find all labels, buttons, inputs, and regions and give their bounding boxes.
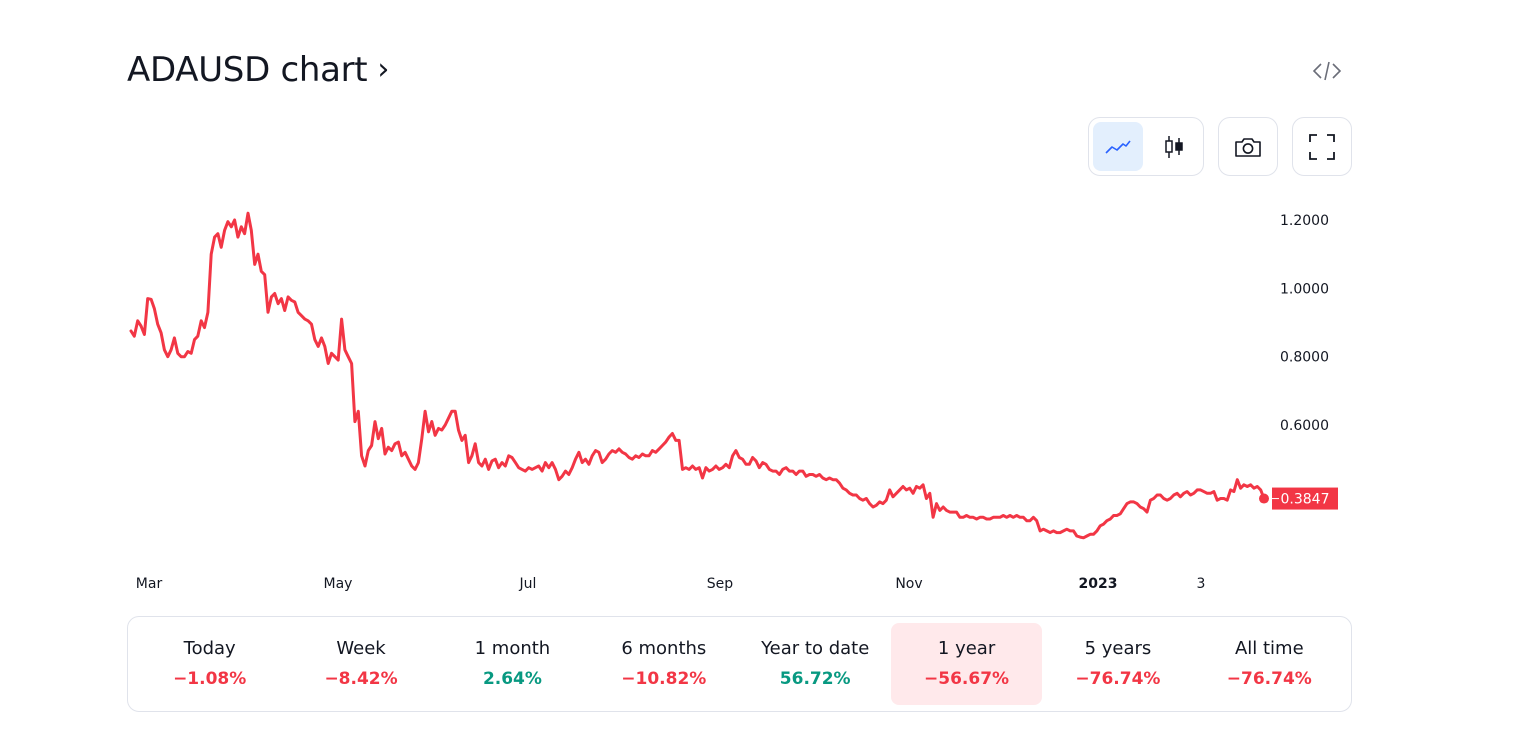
candlestick-icon bbox=[1165, 135, 1183, 158]
last-price-tag bbox=[1272, 487, 1338, 510]
period-label: Year to date bbox=[761, 638, 870, 659]
x-tick-label: 3 bbox=[1197, 576, 1206, 592]
y-tick-label: 0.6000 bbox=[1280, 418, 1329, 434]
period-tab-1-year[interactable]: 1 year −56.67% bbox=[890, 623, 1043, 705]
period-label: Today bbox=[183, 638, 236, 659]
candlestick-chart-button[interactable] bbox=[1149, 122, 1199, 171]
embed-code-button[interactable] bbox=[1308, 54, 1346, 88]
period-performance-bar: Today −1.08% Week −8.42% 1 month 2.64% 6 month… bbox=[127, 616, 1352, 712]
period-change-value: −76.74% bbox=[1226, 669, 1312, 689]
x-tick-label: May bbox=[324, 576, 353, 592]
page-title: ADAUSD chart bbox=[127, 50, 368, 90]
chevron-right-icon: › bbox=[377, 52, 390, 87]
fullscreen-icon bbox=[1309, 133, 1335, 160]
period-change-value: −1.08% bbox=[173, 669, 247, 689]
period-tab-today[interactable]: Today −1.08% bbox=[134, 623, 285, 705]
line-chart-button[interactable] bbox=[1093, 122, 1143, 171]
price-series-line bbox=[129, 211, 1266, 540]
x-tick-label: Sep bbox=[707, 576, 734, 592]
x-tick-label: Jul bbox=[519, 576, 537, 592]
period-tab-6-months[interactable]: 6 months −10.82% bbox=[588, 623, 739, 705]
line-chart-icon bbox=[1105, 140, 1131, 154]
price-chart[interactable]: 1.2000 1.0000 0.8000 0.6000 Mar May Jul Sep Nov 2… bbox=[0, 0, 1513, 610]
period-label: 6 months bbox=[621, 638, 707, 659]
chart-title-link[interactable]: ADAUSD chart › bbox=[127, 48, 389, 92]
x-tick-label: 2023 bbox=[1079, 576, 1118, 592]
screenshot-button[interactable] bbox=[1218, 117, 1278, 176]
period-change-value: −8.42% bbox=[324, 669, 398, 689]
period-tab-1-month[interactable]: 1 month 2.64% bbox=[437, 623, 588, 705]
period-change-value: −10.82% bbox=[621, 669, 707, 689]
period-label: Week bbox=[336, 638, 386, 659]
period-tab-year-to-date[interactable]: Year to date 56.72% bbox=[740, 623, 891, 705]
camera-icon bbox=[1235, 137, 1261, 157]
period-change-value: −56.67% bbox=[924, 669, 1010, 689]
y-tick-label: 1.0000 bbox=[1280, 281, 1329, 297]
y-tick-label: 0.8000 bbox=[1280, 350, 1329, 366]
chart-style-toggle bbox=[1088, 117, 1204, 176]
y-tick-label: 1.2000 bbox=[1280, 213, 1329, 229]
code-embed-icon bbox=[1312, 61, 1342, 81]
period-tab-week[interactable]: Week −8.42% bbox=[285, 623, 436, 705]
last-price-dot bbox=[1259, 493, 1269, 504]
period-change-value: −76.74% bbox=[1075, 669, 1161, 689]
fullscreen-button[interactable] bbox=[1292, 117, 1352, 176]
x-tick-label: Nov bbox=[895, 576, 922, 592]
x-tick-label: Mar bbox=[136, 576, 163, 592]
period-label: 1 month bbox=[474, 638, 551, 659]
period-change-value: 56.72% bbox=[779, 669, 851, 689]
period-tab-5-years[interactable]: 5 years −76.74% bbox=[1042, 623, 1193, 705]
period-label: 1 year bbox=[937, 638, 996, 659]
period-change-value: 2.64% bbox=[482, 669, 542, 689]
period-label: 5 years bbox=[1084, 638, 1152, 659]
period-tab-all-time[interactable]: All time −76.74% bbox=[1194, 623, 1345, 705]
period-label: All time bbox=[1234, 638, 1304, 659]
last-price-label: 0.3847 bbox=[1281, 492, 1330, 508]
